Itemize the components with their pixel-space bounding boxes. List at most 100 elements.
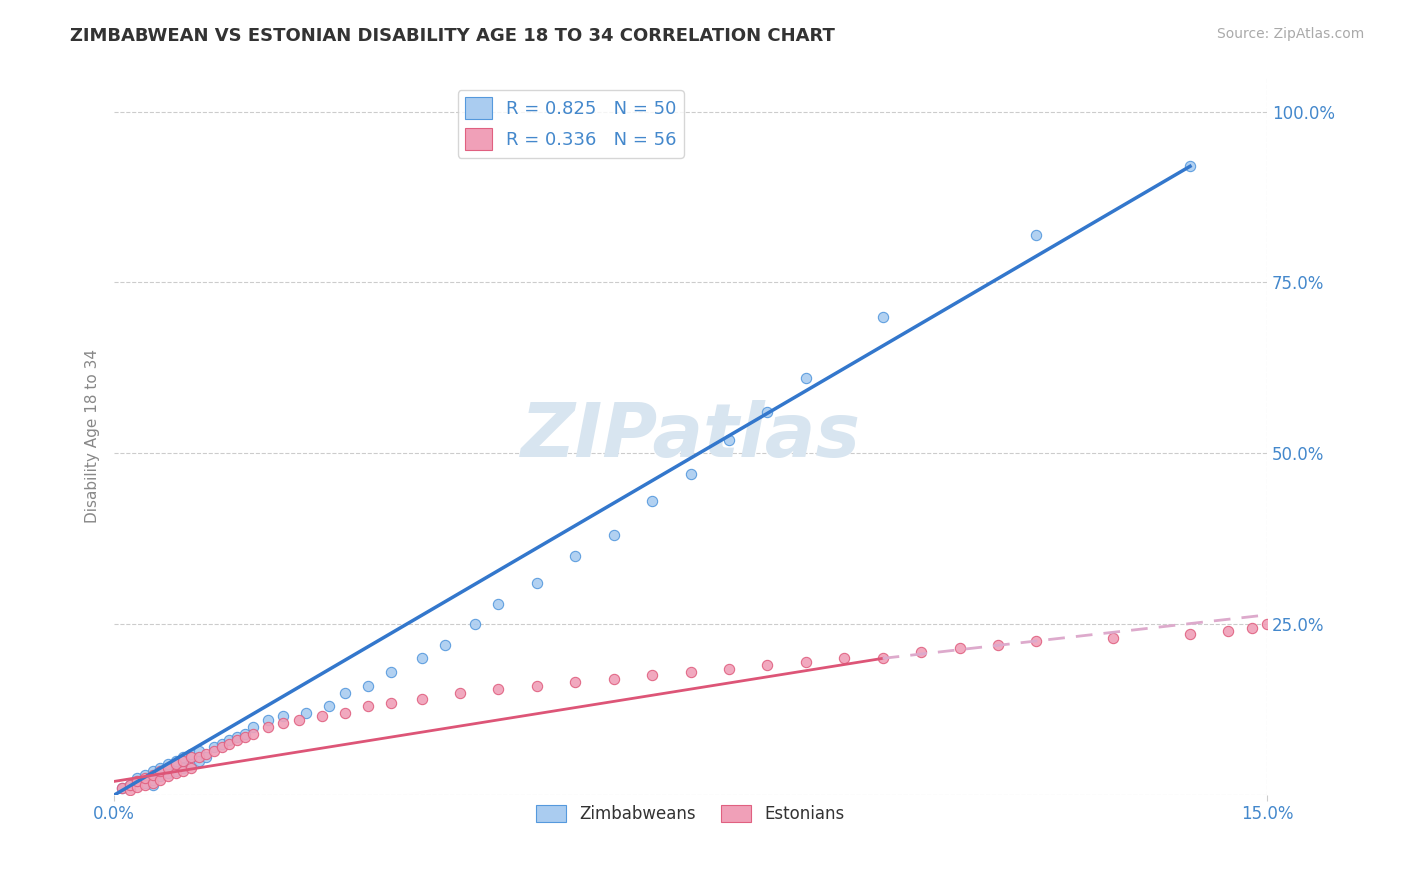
Point: [156, 757, 179, 772]
Point: [156, 765, 179, 780]
Point: [127, 774, 149, 789]
Point: [641, 668, 664, 682]
Point: [486, 682, 509, 697]
Point: [156, 769, 179, 783]
Point: [218, 733, 240, 747]
Point: [641, 494, 664, 508]
Text: ZIPatlas: ZIPatlas: [520, 400, 860, 473]
Point: [202, 744, 225, 758]
Point: [242, 720, 264, 734]
Point: [127, 771, 149, 785]
Point: [832, 651, 855, 665]
Point: [111, 781, 134, 796]
Point: [156, 761, 179, 775]
Point: [486, 597, 509, 611]
Text: ZIMBABWEAN VS ESTONIAN DISABILITY AGE 18 TO 34 CORRELATION CHART: ZIMBABWEAN VS ESTONIAN DISABILITY AGE 18…: [70, 27, 835, 45]
Point: [165, 766, 187, 780]
Point: [679, 665, 702, 679]
Point: [872, 651, 894, 665]
Point: [233, 730, 256, 744]
Point: [333, 685, 356, 699]
Point: [318, 699, 340, 714]
Point: [142, 776, 165, 790]
Point: [564, 675, 586, 690]
Point: [127, 780, 149, 794]
Point: [149, 761, 172, 775]
Point: [202, 740, 225, 755]
Point: [271, 709, 294, 723]
Point: [187, 754, 209, 768]
Point: [165, 757, 187, 772]
Point: [295, 706, 318, 720]
Point: [172, 764, 194, 779]
Point: [380, 696, 402, 710]
Point: [127, 774, 149, 789]
Point: [149, 772, 172, 787]
Point: [333, 706, 356, 720]
Point: [602, 528, 624, 542]
Point: [433, 638, 456, 652]
Point: [180, 750, 202, 764]
Point: [187, 744, 209, 758]
Point: [311, 709, 333, 723]
Point: [218, 737, 240, 751]
Point: [142, 767, 165, 781]
Point: [987, 638, 1010, 652]
Point: [679, 467, 702, 481]
Point: [172, 761, 194, 775]
Point: [464, 617, 486, 632]
Point: [526, 679, 548, 693]
Point: [134, 771, 156, 785]
Legend: R = 0.825   N = 50, R = 0.336   N = 56: R = 0.825 N = 50, R = 0.336 N = 56: [457, 90, 683, 158]
Point: [526, 576, 548, 591]
Point: [1178, 159, 1201, 173]
Point: [233, 726, 256, 740]
Point: [149, 764, 172, 779]
Point: [172, 754, 194, 768]
Point: [149, 769, 172, 783]
Point: [449, 685, 471, 699]
Point: [1025, 227, 1047, 242]
Point: [226, 733, 249, 747]
Point: [142, 772, 165, 787]
Point: [717, 662, 740, 676]
Point: [602, 672, 624, 686]
Point: [380, 665, 402, 679]
Point: [794, 371, 817, 385]
Point: [411, 692, 433, 706]
Point: [756, 405, 779, 419]
Point: [411, 651, 433, 665]
Point: [872, 310, 894, 324]
Text: Source: ZipAtlas.com: Source: ZipAtlas.com: [1216, 27, 1364, 41]
Point: [134, 776, 156, 790]
Point: [226, 730, 249, 744]
Point: [195, 750, 218, 764]
Point: [180, 747, 202, 761]
Point: [172, 750, 194, 764]
Point: [118, 778, 141, 792]
Point: [195, 747, 218, 761]
Point: [357, 679, 380, 693]
Point: [118, 778, 141, 792]
Point: [211, 740, 233, 755]
Point: [1240, 621, 1263, 635]
Point: [118, 782, 141, 797]
Y-axis label: Disability Age 18 to 34: Disability Age 18 to 34: [86, 350, 100, 524]
Point: [257, 720, 280, 734]
Point: [1025, 634, 1047, 648]
Point: [165, 754, 187, 768]
Point: [142, 778, 165, 792]
Point: [211, 737, 233, 751]
Point: [287, 713, 309, 727]
Point: [180, 761, 202, 775]
Point: [717, 433, 740, 447]
Point: [1256, 617, 1278, 632]
Point: [142, 764, 165, 779]
Point: [1218, 624, 1240, 638]
Point: [910, 644, 932, 658]
Point: [794, 655, 817, 669]
Point: [180, 757, 202, 772]
Point: [1102, 631, 1125, 645]
Point: [564, 549, 586, 563]
Point: [242, 726, 264, 740]
